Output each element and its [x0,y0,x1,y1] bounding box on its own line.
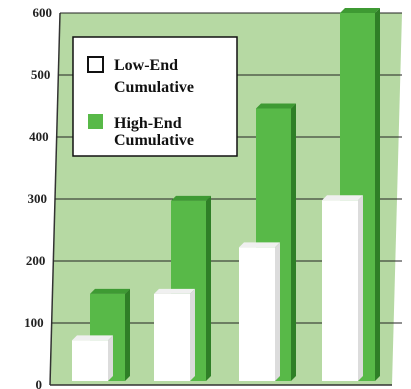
bar-low-end-top [72,335,113,341]
bar-high-end-top [340,8,380,13]
bar-high-end-side [375,8,380,381]
bar-low-end-side [358,195,363,381]
bar-low-end-top [154,288,195,294]
bar-high-end-top [256,103,296,109]
y-axis-tick-labels: 0 100 200 300 400 500 600 [24,5,52,389]
y-tick-label: 300 [28,191,48,206]
bar-low-end-top [239,242,280,248]
legend-label-low-end-line1: Low-End [114,57,178,74]
bar-low-end [322,200,358,381]
bar-low-end [72,340,108,381]
y-tick-label: 0 [36,377,43,389]
bar-high-end-top [171,195,211,201]
y-tick-label: 200 [26,253,46,268]
bar-low-end [154,293,190,381]
bar-low-end [239,247,275,381]
bar-low-end-side [190,288,195,381]
y-tick-label: 600 [33,5,53,20]
bar-high-end-side [125,288,130,381]
bar-high-end-side [206,195,211,381]
bar-low-end-top [322,195,363,201]
bar-high-end-side [291,103,296,381]
legend-swatch-low-end [87,56,104,73]
legend-label-low-end-line2: Cumulative [114,79,194,96]
bars [72,8,380,381]
legend-label-high-end-line1: High-End [114,115,182,132]
legend-swatch-high-end [88,114,103,129]
y-tick-label: 100 [24,315,44,330]
y-tick-label: 500 [31,67,51,82]
bar-low-end-side [108,335,113,381]
legend: Low-End Cumulative High-End Cumulative [72,36,238,157]
legend-label-high-end-line2: Cumulative [114,132,194,149]
bar-low-end-side [275,242,280,381]
y-tick-label: 400 [29,129,49,144]
bar-high-end-top [90,288,130,294]
